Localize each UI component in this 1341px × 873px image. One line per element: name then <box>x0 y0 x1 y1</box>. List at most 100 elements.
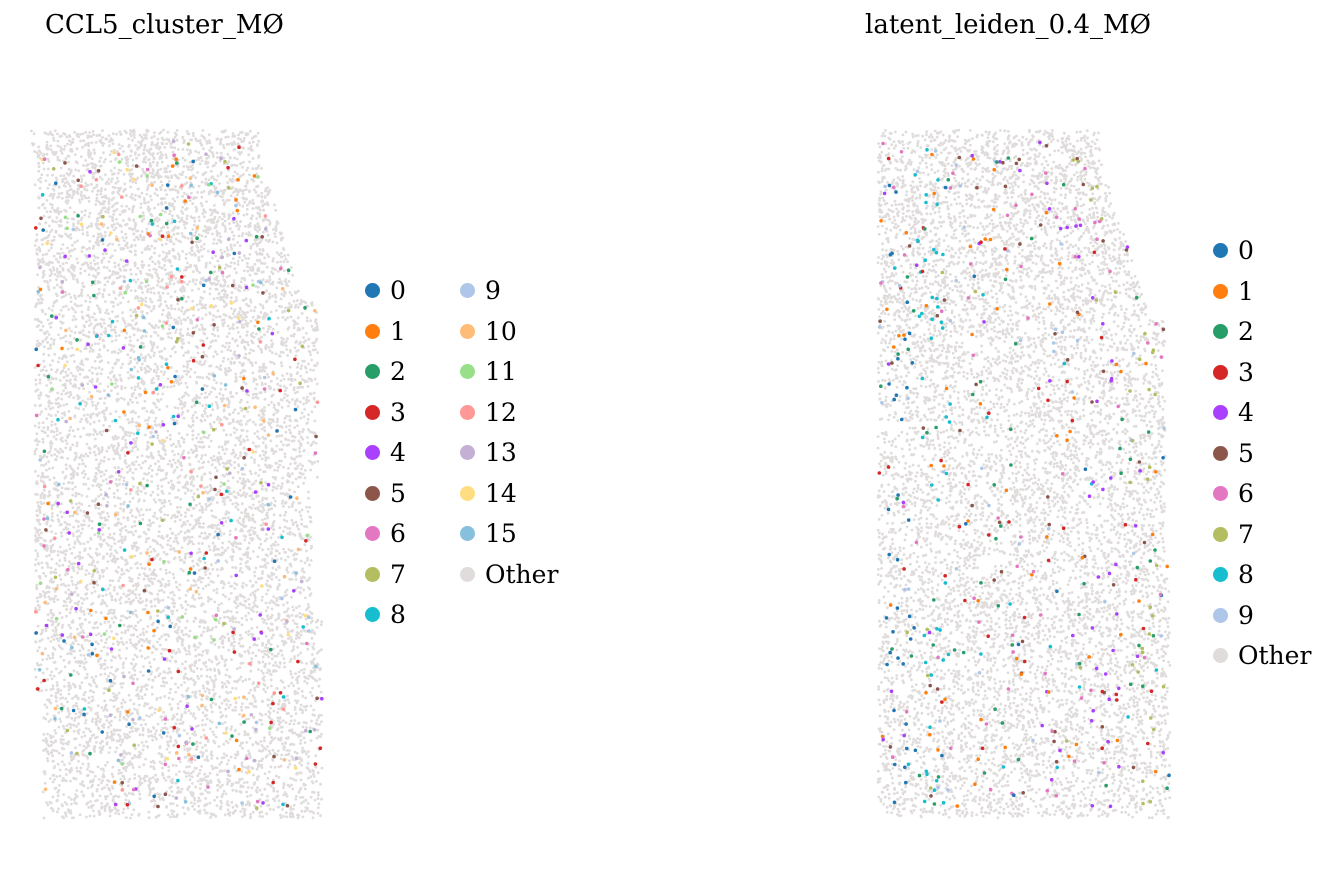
cell-point-other <box>249 309 253 312</box>
cell-point-other <box>218 142 222 146</box>
cell-point-other <box>254 566 258 570</box>
cell-point-other <box>226 741 230 745</box>
cell-point-other <box>118 348 121 351</box>
cell-point-other <box>144 532 148 536</box>
cell-point-other <box>294 672 297 675</box>
cell-point-other <box>316 797 320 800</box>
cell-point-other <box>143 157 147 161</box>
cell-point-other <box>165 734 169 738</box>
cell-point-other <box>280 340 284 343</box>
cell-point-other <box>60 709 64 713</box>
cell-point-other <box>243 596 246 599</box>
cell-point-other <box>122 265 125 268</box>
cell-point-other <box>167 596 170 599</box>
cell-point-other <box>276 316 280 320</box>
cell-point-other <box>232 644 236 648</box>
cell-point-other <box>197 796 201 800</box>
cell-point-other <box>228 533 232 536</box>
cell-point-other <box>231 237 235 241</box>
cell-point-other <box>206 649 210 652</box>
cell-point-other <box>148 161 152 165</box>
cell-point-other <box>267 464 271 468</box>
cell-point-other <box>225 335 229 339</box>
cell-point-other <box>253 574 257 578</box>
cell-point-other <box>59 655 63 659</box>
cell-point-other <box>36 258 40 262</box>
cell-point-other <box>186 283 190 286</box>
cell-point-other <box>167 765 171 769</box>
cell-point-other <box>221 645 225 649</box>
cell-point-other <box>136 229 140 233</box>
cell-point-other <box>280 292 284 296</box>
cell-point-other <box>60 191 64 195</box>
cell-point-other <box>79 542 82 546</box>
cell-point-other <box>35 528 39 532</box>
cell-point-other <box>301 430 304 434</box>
cell-point-other <box>34 383 38 386</box>
cell-point-other <box>172 442 175 446</box>
cell-point-other <box>233 431 236 434</box>
cell-point-other <box>197 256 201 259</box>
cell-point-other <box>205 717 209 721</box>
cell-point-other <box>52 613 56 617</box>
cell-point-other <box>193 808 197 811</box>
cell-point-other <box>112 554 116 558</box>
cell-point-other <box>227 168 231 172</box>
cell-point-other <box>272 406 276 409</box>
cell-point-other <box>71 697 74 700</box>
cell-point-other <box>52 766 56 770</box>
cell-point-other <box>249 129 252 133</box>
cell-point-other <box>48 734 52 738</box>
cell-point-other <box>53 482 56 485</box>
cell-point-other <box>34 558 38 561</box>
cell-point-other <box>296 816 300 820</box>
cell-point-other <box>108 807 112 811</box>
cell-point-other <box>274 352 278 356</box>
cell-point-other <box>159 696 163 700</box>
cell-point-other <box>91 573 95 577</box>
cell-point-other <box>151 521 155 524</box>
cell-point-other <box>243 730 247 734</box>
cell-point-other <box>305 662 308 665</box>
cell-point-other <box>269 678 273 682</box>
cell-point-other <box>215 804 219 807</box>
cell-point-other <box>306 603 310 606</box>
cell-point-other <box>118 474 121 477</box>
cell-point-other <box>78 710 81 714</box>
cell-point-other <box>84 618 87 622</box>
cell-point-other <box>295 751 299 755</box>
cell-point-other <box>110 772 114 776</box>
cell-point-other <box>157 534 161 538</box>
cell-point-other <box>53 210 57 213</box>
cell-point-other <box>229 349 233 352</box>
cell-point-other <box>156 487 160 491</box>
cell-point-other <box>42 153 46 157</box>
cell-point-other <box>269 536 273 540</box>
cell-point-other <box>74 519 78 523</box>
cell-point-other <box>276 711 280 714</box>
cell-point-other <box>97 452 101 456</box>
cell-point-other <box>177 648 181 651</box>
cell-point-other <box>151 346 155 349</box>
cell-point-other <box>130 525 134 529</box>
cell-point-other <box>263 618 267 622</box>
cell-point-other <box>285 815 288 819</box>
cell-point-other <box>218 785 222 789</box>
cell-point-other <box>86 742 89 746</box>
cell-point-other <box>253 643 257 646</box>
cell-point-other <box>185 765 189 769</box>
cell-point-other <box>60 416 64 420</box>
cell-point-other <box>211 208 215 212</box>
cell-point-other <box>190 416 194 420</box>
cell-point-other <box>200 159 204 163</box>
cell-point-other <box>47 413 51 416</box>
cell-point-other <box>84 727 88 730</box>
cell-point-other <box>303 408 306 411</box>
cell-point-other <box>50 272 54 276</box>
cell-point-other <box>130 813 134 816</box>
cell-point-other <box>126 780 130 783</box>
cell-point-other <box>67 688 71 692</box>
cell-point-other <box>233 156 236 160</box>
cell-point-other <box>97 726 100 730</box>
cell-point-other <box>175 129 179 132</box>
